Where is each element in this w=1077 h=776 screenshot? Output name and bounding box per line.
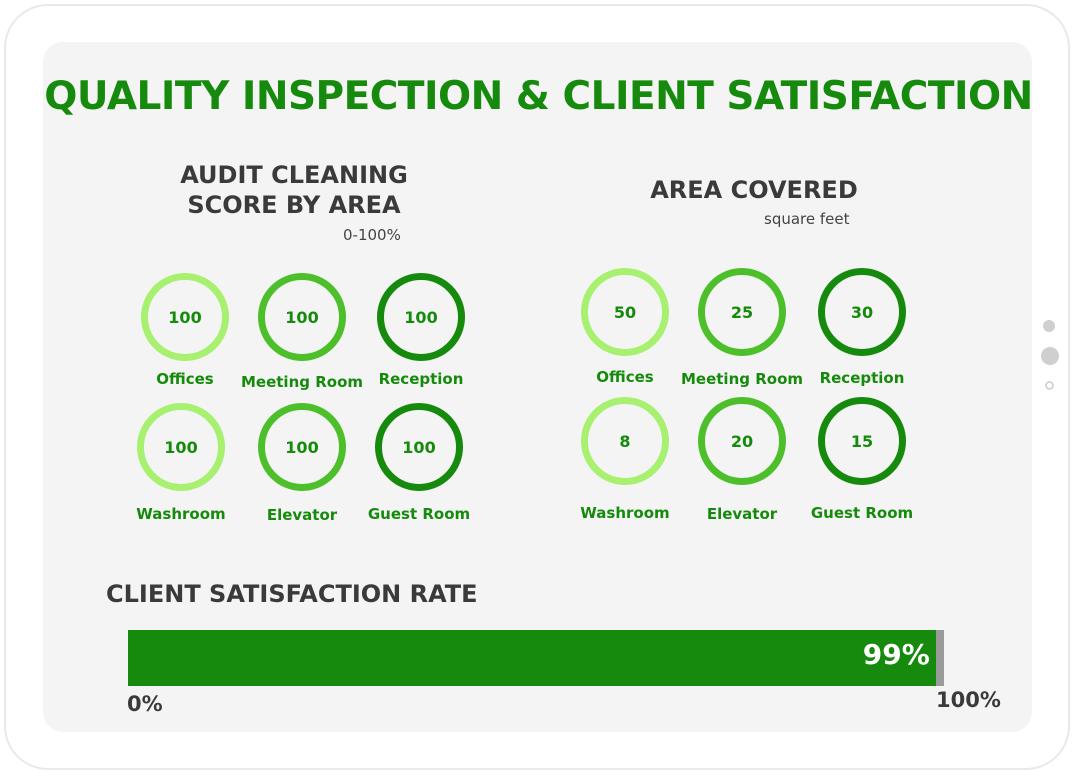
satisfaction-bar-track: 99% [128,630,944,686]
bar-min-label: 0% [127,692,163,716]
audit-ring-offices: 100 [141,273,229,361]
area-value-meeting-room: 25 [730,302,754,322]
area-value-offices: 50 [613,302,637,322]
area-value-elevator: 20 [730,431,754,451]
area-label-meeting-room: Meeting Room [680,370,803,388]
audit-label-guest-room: Guest Room [367,505,471,523]
camera-dot [1043,320,1055,332]
audit-title-line1: AUDIT CLEANING [180,161,408,189]
audit-value-guest-room: 100 [402,437,436,457]
audit-label-elevator: Elevator [266,506,338,524]
satisfaction-title: CLIENT SATISFACTION RATE [106,580,478,608]
audit-ring-elevator: 100 [258,403,346,491]
audit-ring-reception: 100 [377,273,465,361]
area-label-guest-room: Guest Room [810,504,914,522]
audit-value-washroom: 100 [164,437,198,457]
area-value-guest-room: 15 [850,431,874,451]
page-title: QUALITY INSPECTION & CLIENT SATISFACTION [44,74,1033,119]
area-ring-elevator: 20 [698,397,786,485]
home-button[interactable] [1041,347,1059,365]
audit-label-meeting-room: Meeting Room [240,373,363,391]
audit-label-offices: Offices [156,370,214,388]
audit-title-line2: SCORE BY AREA [187,191,401,219]
area-label-washroom: Washroom [580,504,670,522]
area-value-reception: 30 [850,302,874,322]
audit-label-reception: Reception [378,370,464,388]
area-title: AREA COVERED [650,176,858,204]
satisfaction-value: 99% [862,638,930,671]
area-label-elevator: Elevator [706,505,778,523]
audit-label-washroom: Washroom [136,505,226,523]
audit-ring-washroom: 100 [137,403,225,491]
area-value-washroom: 8 [619,431,631,451]
audit-value-elevator: 100 [285,437,319,457]
audit-ring-guest-room: 100 [375,403,463,491]
area-ring-meeting-room: 25 [698,268,786,356]
area-label-offices: Offices [596,368,654,386]
audit-value-reception: 100 [404,307,438,327]
bar-max-label: 100% [936,688,1001,712]
area-ring-reception: 30 [818,268,906,356]
area-ring-offices: 50 [581,268,669,356]
sensor-dot [1045,381,1054,390]
satisfaction-bar-fill: 99% [128,630,936,686]
area-ring-washroom: 8 [581,397,669,485]
area-ring-guest-room: 15 [818,397,906,485]
audit-ring-meeting-room: 100 [258,273,346,361]
screen [43,42,1032,732]
audit-unit: 0-100% [343,226,401,244]
audit-value-offices: 100 [168,307,202,327]
audit-value-meeting-room: 100 [285,307,319,327]
area-label-reception: Reception [819,369,905,387]
area-unit: square feet [764,210,850,228]
